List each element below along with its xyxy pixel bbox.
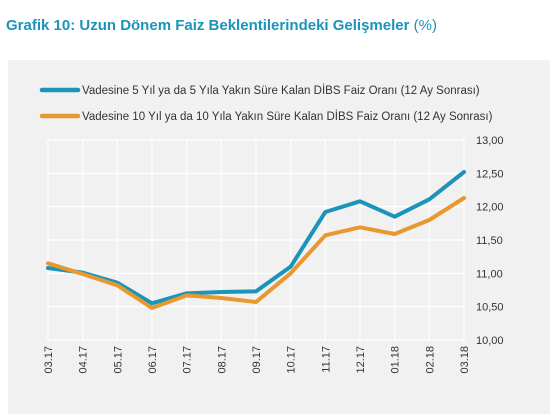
y-tick-label: 10,00 [476, 335, 504, 347]
y-tick-label: 12,00 [476, 202, 504, 214]
grid [47, 139, 465, 341]
chart-title-main: Grafik 10: Uzun Dönem Faiz Beklentilerin… [6, 17, 410, 34]
series-line-10y [46, 196, 466, 310]
x-tick-label: 11.17 [320, 346, 332, 373]
y-tick-label: 12,50 [476, 168, 504, 180]
x-tick-label: 06.17 [147, 346, 159, 374]
chart-background [8, 60, 550, 414]
series-line-5y [46, 170, 466, 306]
y-tick-label: 11,50 [476, 235, 503, 247]
x-tick-label: 07.17 [182, 346, 194, 374]
chart-title-unit: (%) [413, 17, 437, 34]
x-tick-label: 09.17 [251, 346, 263, 374]
legend-label-5y: Vadesine 5 Yıl ya da 5 Yıla Yakın Süre K… [82, 84, 480, 97]
y-tick-label: 10,50 [476, 302, 504, 314]
series-lines [46, 170, 466, 310]
x-axis-ticks: 03.17 04.17 05.17 06.17 07.17 08.17 09.17 10.17… [43, 346, 471, 374]
x-tick-label: 03.17 [43, 346, 55, 374]
legend-label-10y: Vadesine 10 Yıl ya da 10 Yıla Yakın Süre… [82, 110, 493, 123]
x-tick-label: 03.18 [459, 346, 471, 374]
x-tick-label: 01.18 [390, 346, 402, 374]
y-axis-ticks: 10,00 10,50 11,00 11,50 12,00 12,50 13,00 [476, 135, 504, 347]
y-tick-label: 11,00 [476, 268, 503, 280]
x-tick-label: 10.17 [286, 346, 298, 374]
x-tick-label: 04.17 [78, 346, 90, 374]
x-tick-label: 12.17 [355, 346, 367, 374]
x-tick-label: 02.18 [424, 346, 436, 374]
chart-title: Grafik 10: Uzun Dönem Faiz Beklentilerin… [6, 17, 437, 34]
y-tick-label: 13,00 [476, 135, 504, 147]
x-tick-label: 05.17 [112, 346, 124, 374]
x-tick-label: 08.17 [216, 346, 228, 374]
legend: Vadesine 5 Yıl ya da 5 Yıla Yakın Süre K… [39, 84, 493, 123]
